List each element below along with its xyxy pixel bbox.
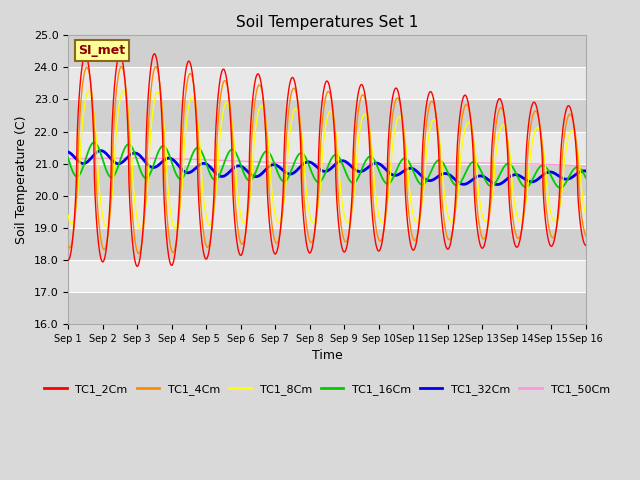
Line: TC1_16Cm: TC1_16Cm [68, 143, 586, 188]
Bar [68, 228, 586, 260]
TC1_2Cm [180, 82, 188, 88]
Title: Soil Temperatures Set 1: Soil Temperatures Set 1 [236, 15, 418, 30]
Bar [68, 260, 586, 292]
TC1_8Cm [476, 195, 483, 201]
TC1_2Cm [150, 51, 158, 57]
X-axis label: Time: Time [312, 349, 342, 362]
TC1_50Cm [64, 156, 72, 162]
Legend: TC1_2Cm, TC1_4Cm, TC1_8Cm, TC1_16Cm, TC1_32Cm, TC1_50Cm: TC1_2Cm, TC1_4Cm, TC1_8Cm, TC1_16Cm, TC1… [40, 379, 614, 399]
TC1_2Cm [582, 242, 589, 248]
TC1_8Cm [180, 150, 188, 156]
TC1_4Cm [135, 251, 143, 256]
TC1_4Cm [476, 223, 483, 228]
TC1_32Cm [64, 149, 72, 155]
TC1_32Cm [493, 181, 501, 187]
Text: SI_met: SI_met [79, 44, 125, 57]
TC1_16Cm [90, 140, 98, 145]
TC1_32Cm [475, 173, 483, 179]
TC1_32Cm [167, 156, 175, 161]
Bar [68, 132, 586, 164]
Line: TC1_2Cm: TC1_2Cm [68, 54, 586, 266]
TC1_4Cm [408, 231, 415, 237]
TC1_50Cm [521, 161, 529, 167]
TC1_50Cm [180, 156, 188, 162]
TC1_2Cm [408, 245, 415, 251]
TC1_8Cm [136, 227, 144, 232]
Line: TC1_32Cm: TC1_32Cm [68, 151, 586, 184]
TC1_50Cm [582, 163, 589, 169]
Bar [68, 292, 586, 324]
Bar [68, 164, 586, 196]
TC1_16Cm [557, 185, 564, 191]
TC1_50Cm [475, 160, 483, 166]
TC1_50Cm [124, 156, 131, 161]
TC1_32Cm [408, 166, 415, 171]
TC1_2Cm [238, 251, 246, 257]
TC1_16Cm [167, 157, 175, 163]
Line: TC1_8Cm: TC1_8Cm [68, 91, 586, 229]
TC1_16Cm [180, 174, 188, 180]
TC1_4Cm [64, 243, 72, 249]
TC1_2Cm [168, 263, 175, 268]
TC1_32Cm [180, 168, 188, 174]
Line: TC1_4Cm: TC1_4Cm [68, 67, 586, 253]
TC1_2Cm [476, 239, 483, 245]
TC1_4Cm [168, 247, 175, 253]
Y-axis label: Soil Temperature (C): Soil Temperature (C) [15, 115, 28, 244]
TC1_16Cm [408, 164, 415, 169]
TC1_16Cm [582, 175, 589, 180]
TC1_8Cm [408, 204, 415, 210]
Line: TC1_50Cm: TC1_50Cm [68, 158, 586, 166]
TC1_8Cm [582, 212, 589, 218]
TC1_50Cm [408, 161, 415, 167]
Bar [68, 99, 586, 132]
TC1_8Cm [238, 217, 246, 223]
TC1_16Cm [64, 156, 72, 161]
TC1_16Cm [237, 164, 245, 170]
Bar [68, 67, 586, 99]
TC1_4Cm [180, 108, 188, 114]
TC1_4Cm [521, 202, 529, 207]
TC1_50Cm [237, 158, 245, 164]
TC1_2Cm [64, 257, 72, 263]
TC1_8Cm [119, 88, 127, 94]
TC1_32Cm [97, 148, 105, 154]
TC1_8Cm [521, 204, 529, 210]
TC1_4Cm [582, 233, 589, 239]
TC1_2Cm [133, 264, 141, 269]
TC1_16Cm [521, 184, 529, 190]
TC1_8Cm [168, 215, 175, 221]
Bar [68, 196, 586, 228]
TC1_32Cm [582, 168, 589, 174]
TC1_32Cm [237, 164, 245, 169]
TC1_50Cm [167, 156, 175, 162]
TC1_8Cm [64, 212, 72, 218]
TC1_4Cm [238, 241, 246, 247]
Bar [68, 36, 586, 67]
TC1_16Cm [475, 164, 483, 170]
TC1_4Cm [118, 64, 125, 70]
TC1_32Cm [521, 177, 529, 182]
TC1_2Cm [521, 186, 529, 192]
